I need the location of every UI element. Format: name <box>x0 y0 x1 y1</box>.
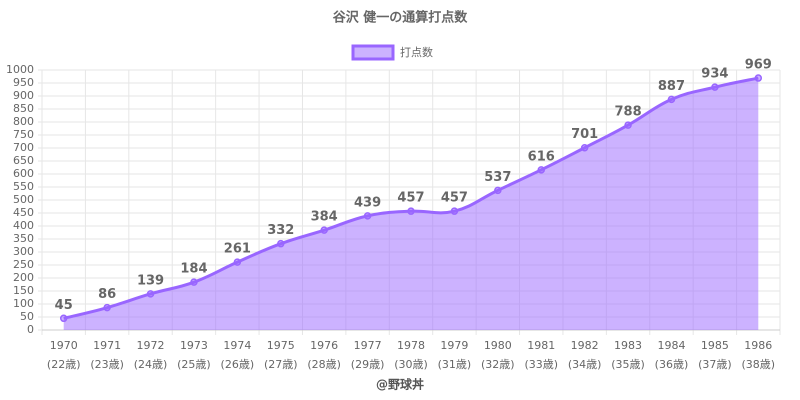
point <box>580 143 589 152</box>
x-tick-label: 1970 <box>50 339 78 352</box>
x-tick-label: (35歳) <box>611 358 645 371</box>
y-tick-label: 800 <box>13 115 34 128</box>
data-label: 887 <box>658 79 685 94</box>
x-tick-label: (37歳) <box>698 358 732 371</box>
x-tick-label: (34歳) <box>568 358 602 371</box>
x-tick-label: (29歳) <box>351 358 385 371</box>
x-tick-label: 1980 <box>484 339 512 352</box>
point <box>667 95 676 104</box>
x-tick-label: 1971 <box>93 339 121 352</box>
point <box>494 186 502 195</box>
data-label: 537 <box>484 170 511 185</box>
data-label: 934 <box>701 67 728 82</box>
point <box>190 278 198 286</box>
y-tick-label: 200 <box>13 271 34 284</box>
y-tick-label: 1000 <box>6 63 34 76</box>
y-tick-label: 600 <box>13 167 34 180</box>
y-tick-label: 450 <box>13 206 34 219</box>
y-tick-label: 750 <box>13 128 34 141</box>
x-tick-label: 1975 <box>267 339 295 352</box>
x-tick-label: (31歳) <box>438 358 472 371</box>
point <box>59 314 68 323</box>
data-label: 384 <box>311 210 338 225</box>
point <box>711 83 719 91</box>
y-tick-label: 500 <box>13 193 34 206</box>
legend-swatch <box>351 44 395 61</box>
data-label: 86 <box>98 287 116 302</box>
x-tick-label: 1977 <box>354 339 382 352</box>
x-tick-label: (38歳) <box>741 358 775 371</box>
x-tick-label: (24歳) <box>134 358 168 371</box>
data-label: 184 <box>180 262 207 277</box>
x-tick-label: 1983 <box>614 339 642 352</box>
point <box>103 303 111 312</box>
x-tick-label: 1985 <box>701 339 729 352</box>
x-tick-label: (28歳) <box>307 358 341 371</box>
x-tick-label: (33歳) <box>524 358 558 371</box>
data-label: 139 <box>137 273 164 288</box>
data-label: 439 <box>354 195 381 210</box>
x-tick-label: 1972 <box>137 339 165 352</box>
data-label: 788 <box>614 105 641 120</box>
y-tick-label: 850 <box>13 102 34 115</box>
x-tick-label: 1976 <box>310 339 338 352</box>
y-tick-label: 650 <box>13 154 34 167</box>
point <box>320 226 328 234</box>
point <box>277 239 285 248</box>
data-label: 261 <box>224 242 251 257</box>
data-label: 332 <box>267 223 294 238</box>
x-tick-label: 1974 <box>223 339 251 352</box>
x-tick-label: (23歳) <box>90 358 124 371</box>
point <box>146 290 155 298</box>
y-tick-label: 550 <box>13 180 34 193</box>
footer: @野球丼 <box>376 377 424 392</box>
y-tick-label: 100 <box>13 297 34 310</box>
data-label: 457 <box>397 191 424 206</box>
x-tick-label: (36歳) <box>655 358 689 371</box>
area <box>63 78 759 330</box>
data-label: 616 <box>528 149 555 164</box>
point <box>407 207 415 215</box>
legend-label: 打点数 <box>400 45 433 59</box>
y-tick-label: 150 <box>13 284 34 297</box>
y-tick-label: 900 <box>13 89 34 102</box>
point <box>450 207 459 215</box>
y-tick-label: 300 <box>13 245 34 258</box>
point <box>233 258 242 266</box>
y-tick-label: 50 <box>20 310 34 323</box>
x-tick-label: 1982 <box>571 339 599 352</box>
chart-title: 谷沢 健一の通算打点数 <box>333 10 469 26</box>
point <box>363 212 372 220</box>
data-label: 457 <box>441 191 468 206</box>
x-tick-label: 1986 <box>744 339 772 352</box>
data-label: 969 <box>745 58 772 73</box>
y-tick-label: 250 <box>13 258 34 271</box>
y-tick-label: 0 <box>27 323 34 336</box>
x-tick-label: (26歳) <box>221 358 255 371</box>
x-tick-label: 1979 <box>440 339 468 352</box>
point <box>754 74 763 82</box>
point <box>624 121 632 129</box>
y-tick-label: 950 <box>13 76 34 89</box>
data-label: 45 <box>55 298 73 313</box>
x-tick-label: (32歳) <box>481 358 515 371</box>
y-tick-label: 700 <box>13 141 34 154</box>
x-tick-label: (25歳) <box>177 358 211 371</box>
x-tick-label: 1978 <box>397 339 425 352</box>
x-tick-label: 1973 <box>180 339 208 352</box>
x-tick-label: (22歳) <box>47 358 81 371</box>
y-tick-label: 350 <box>13 232 34 245</box>
x-tick-label: (27歳) <box>264 358 298 371</box>
point <box>537 166 545 174</box>
x-tick-label: 1981 <box>527 339 555 352</box>
x-tick-label: (30歳) <box>394 358 428 371</box>
data-label: 701 <box>571 127 598 142</box>
y-tick-label: 400 <box>13 219 34 232</box>
x-tick-label: 1984 <box>657 339 685 352</box>
